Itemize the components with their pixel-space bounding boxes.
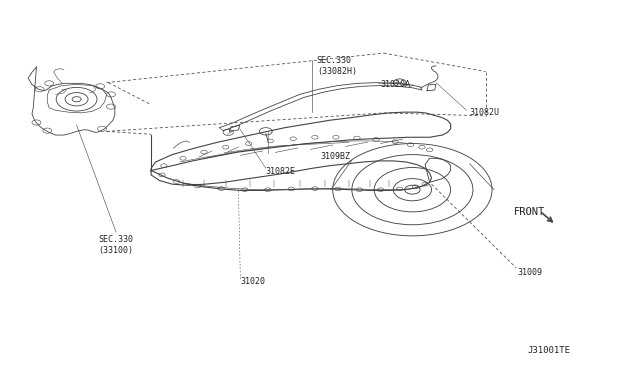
Text: 31020: 31020: [241, 278, 266, 286]
Text: 3109BZ: 3109BZ: [320, 152, 350, 161]
Text: SEC.330
(33100): SEC.330 (33100): [99, 235, 134, 255]
Text: FRONT: FRONT: [515, 207, 546, 217]
Text: J31001TE: J31001TE: [528, 346, 571, 355]
Text: 31009: 31009: [518, 268, 543, 277]
Text: 31020A: 31020A: [381, 80, 410, 89]
Text: SEC.330
(33082H): SEC.330 (33082H): [317, 56, 357, 76]
Text: 31082U: 31082U: [470, 108, 500, 117]
Text: 31082E: 31082E: [266, 167, 296, 176]
